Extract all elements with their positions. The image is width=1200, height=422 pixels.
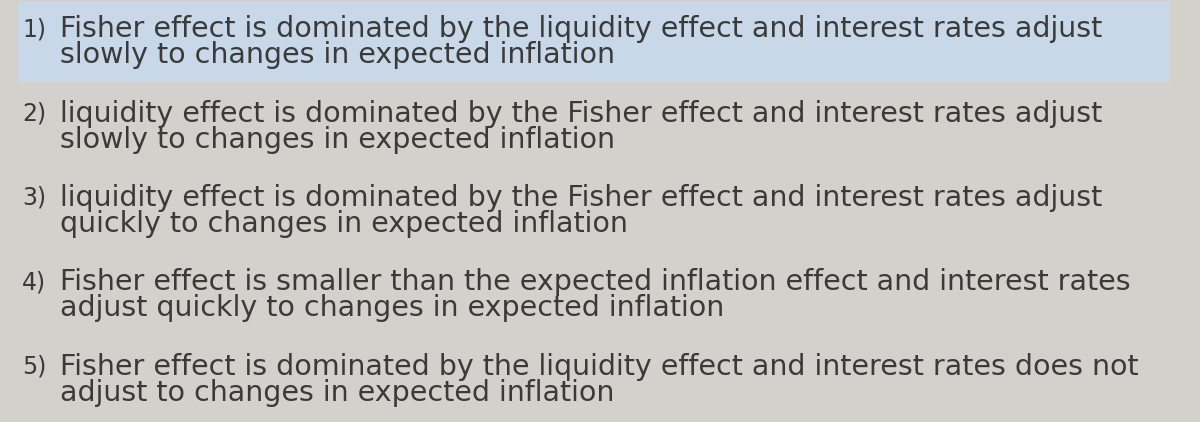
- Text: 3): 3): [22, 186, 46, 210]
- Text: 2): 2): [22, 102, 46, 126]
- Text: 5): 5): [22, 355, 47, 379]
- Text: liquidity effect is dominated by the Fisher effect and interest rates adjust: liquidity effect is dominated by the Fis…: [60, 184, 1103, 212]
- Text: Fisher effect is dominated by the liquidity effect and interest rates adjust: Fisher effect is dominated by the liquid…: [60, 15, 1103, 43]
- Text: slowly to changes in expected inflation: slowly to changes in expected inflation: [60, 126, 616, 154]
- Text: adjust quickly to changes in expected inflation: adjust quickly to changes in expected in…: [60, 295, 725, 322]
- Text: adjust to changes in expected inflation: adjust to changes in expected inflation: [60, 379, 614, 407]
- Text: liquidity effect is dominated by the Fisher effect and interest rates adjust: liquidity effect is dominated by the Fis…: [60, 100, 1103, 127]
- Text: slowly to changes in expected inflation: slowly to changes in expected inflation: [60, 41, 616, 69]
- Text: Fisher effect is dominated by the liquidity effect and interest rates does not: Fisher effect is dominated by the liquid…: [60, 353, 1139, 381]
- Text: quickly to changes in expected inflation: quickly to changes in expected inflation: [60, 210, 628, 238]
- Text: 4): 4): [22, 271, 46, 295]
- Text: Fisher effect is smaller than the expected inflation effect and interest rates: Fisher effect is smaller than the expect…: [60, 268, 1130, 296]
- Bar: [18, 2, 1170, 82]
- Text: 1): 1): [22, 17, 46, 41]
